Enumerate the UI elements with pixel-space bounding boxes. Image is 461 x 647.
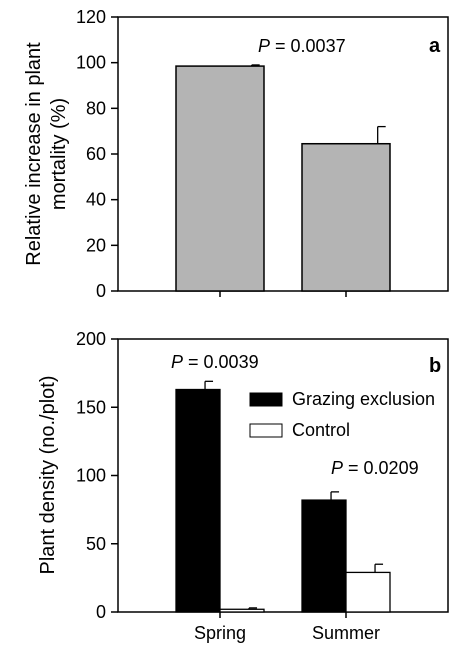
panel-b-bars: [175, 380, 391, 613]
panel-b-bar-summer-grazing-exclusion: [301, 499, 347, 613]
panel-a-letter: a: [429, 35, 441, 57]
panel-a-ylabel-line-1: Relative increase in plant: [23, 42, 45, 266]
panel-b-category-label-summer: Summer: [312, 623, 380, 643]
panel-b-bar-spring-control: [219, 608, 265, 613]
panel-a-bar-summer: [301, 142, 391, 292]
panel-a-plot-frame: [117, 16, 449, 292]
panel-a-ytick-label-6: 120: [76, 7, 106, 27]
panel-b-ytick-label-2: 100: [76, 466, 106, 486]
panel-a-p-value: P = 0.0037: [258, 36, 346, 56]
panel-a-ylabel-line-2: mortality (%): [48, 98, 70, 210]
panel-b-y-axis: 0 50 100 150 200: [76, 329, 118, 622]
panel-a-ytick-label-1: 20: [86, 235, 106, 255]
panel-b-letter: b: [429, 355, 441, 377]
legend: Grazing exclusion Control: [249, 389, 435, 440]
panel-b-p-value-spring: P = 0.0039: [171, 352, 259, 372]
panel-b-ytick-label-4: 200: [76, 329, 106, 349]
panel-a-x-axis: [219, 291, 347, 297]
panel-a-ytick-label-2: 40: [86, 190, 106, 210]
panel-a-ytick-label-0: 0: [96, 281, 106, 301]
panel-a: 0 20 40 60 80 100 120 Relative increase in pla…: [23, 7, 449, 301]
panel-b-p-value-summer: P = 0.0209: [331, 458, 419, 478]
panel-a-ytick-label-5: 100: [76, 53, 106, 73]
panel-b: 0 50 100 150 200 Spring Summer Plant density …: [37, 329, 449, 643]
panel-b-category-label-spring: Spring: [194, 623, 246, 643]
panel-a-y-axis: 0 20 40 60 80 100 120: [76, 7, 118, 301]
panel-b-bar-spring-grazing-exclusion: [175, 388, 221, 613]
panel-a-ytick-label-3: 60: [86, 144, 106, 164]
legend-label-control: Control: [292, 420, 350, 440]
legend-swatch-control: [249, 423, 283, 438]
panel-b-x-axis: Spring Summer: [194, 612, 380, 643]
legend-swatch-grazing-exclusion: [249, 392, 283, 407]
panel-a-bar-spring: [175, 65, 265, 292]
panel-a-ytick-label-4: 80: [86, 98, 106, 118]
panel-b-ytick-label-3: 150: [76, 397, 106, 417]
legend-label-grazing-exclusion: Grazing exclusion: [292, 389, 435, 409]
panel-b-ytick-label-1: 50: [86, 534, 106, 554]
panel-b-ytick-label-0: 0: [96, 602, 106, 622]
panel-b-ylabel: Plant density (no./plot): [37, 376, 59, 575]
panel-a-bars: [175, 64, 391, 292]
panel-b-bar-summer-control: [345, 571, 391, 613]
